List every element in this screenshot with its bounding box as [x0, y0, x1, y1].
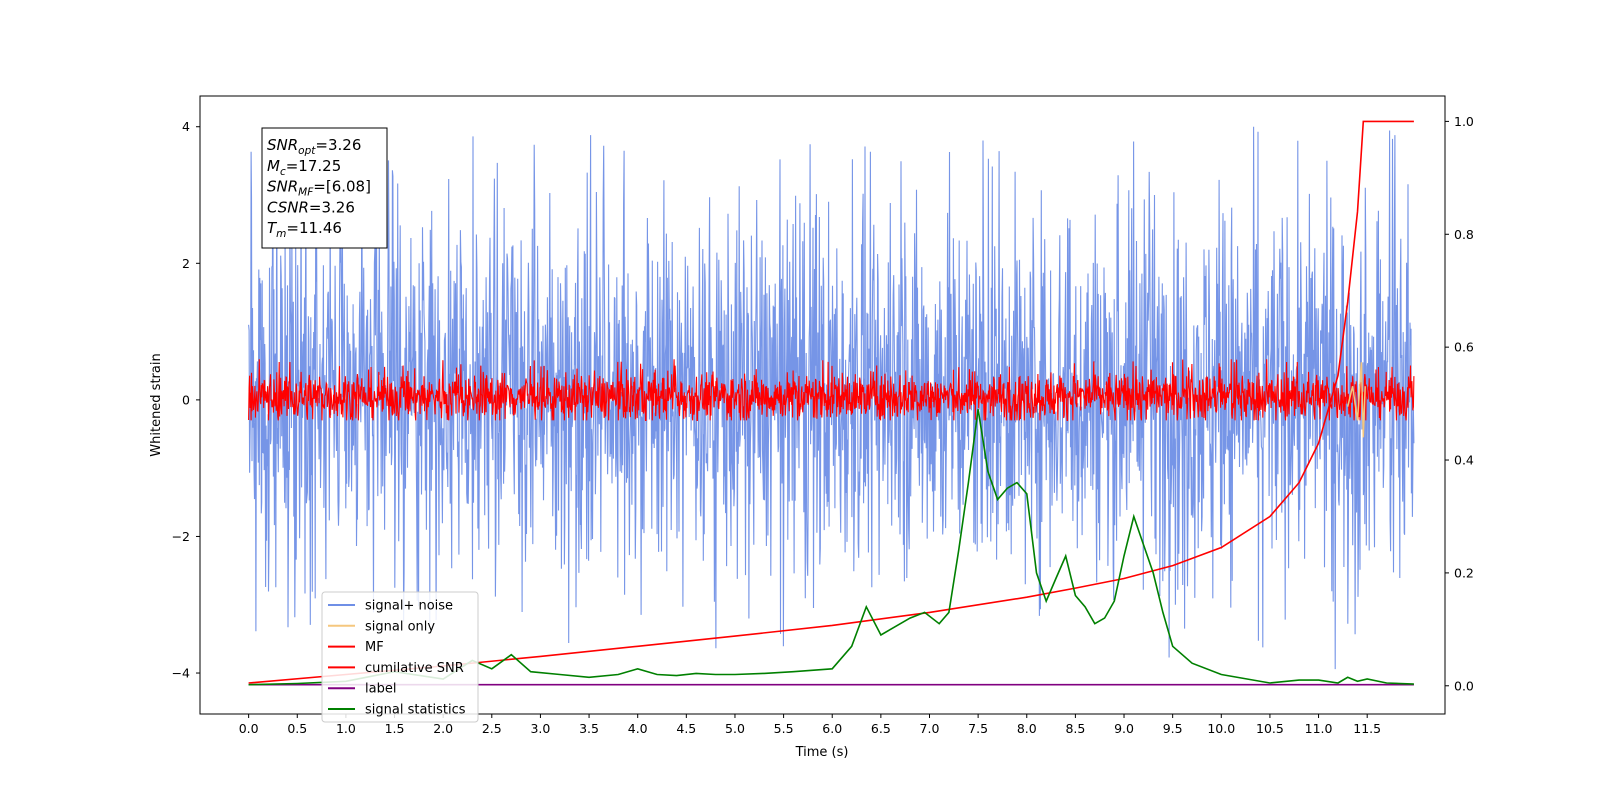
series-signal-statistics-line [248, 409, 1414, 686]
annotation-value: =3.26 [315, 136, 361, 154]
x-tick-label: 1.5 [385, 721, 405, 736]
y-right-tick-label: 0.2 [1454, 565, 1474, 580]
x-tick-label: 6.0 [822, 721, 842, 736]
annotation-line: Mc=17.25 [267, 157, 341, 178]
x-tick-label: 2.0 [433, 721, 453, 736]
annotation-value: =[6.08] [313, 178, 371, 196]
annotation-symbol: T [267, 219, 278, 237]
axes-frame [199, 95, 1446, 715]
y-right-tick-label: 1.0 [1454, 114, 1474, 129]
x-tick-label: 7.0 [920, 721, 940, 736]
legend-frame [321, 591, 479, 723]
annotation-line: Tm=11.46 [267, 219, 342, 240]
x-tick-label: 0.0 [239, 721, 259, 736]
y-axis-label: Whitened strain [149, 353, 164, 456]
y-left-tick-label: −4 [172, 666, 190, 681]
legend: signal+ noise signal only MF cumilative SNR… [321, 591, 479, 723]
legend-label: signal only [365, 619, 435, 634]
legend-label: signal+ noise [365, 599, 453, 614]
annotation-value: =3.26 [309, 198, 355, 216]
x-tick-label: 9.5 [1163, 721, 1183, 736]
x-tick-label: 8.5 [1065, 721, 1085, 736]
annotation-frame [261, 127, 388, 249]
series-mf-line [248, 359, 1415, 421]
series-cumulative-snr-line [248, 120, 1414, 684]
legend-label: label [365, 682, 396, 697]
x-tick-label: 5.0 [725, 721, 745, 736]
x-tick-label: 8.0 [1017, 721, 1037, 736]
plot-area [248, 120, 1415, 686]
y-left-tick-label: −2 [172, 529, 190, 544]
annotation-line: CSNR=3.26 [267, 198, 355, 216]
annotation-subscript: MF [298, 187, 314, 199]
annotation-box: SNRopt=3.26Mc=17.25SNRMF=[6.08]CSNR=3.26… [261, 127, 388, 249]
axes: 0.0 0.5 1.0 1.5 2.0 2.5 3.0 3.5 4.0 4.5 5.0 5.5 6.0 6… [172, 114, 1474, 736]
x-tick-label: 9.0 [1114, 721, 1134, 736]
y-right-tick-label: 0.0 [1454, 678, 1474, 693]
annotation-symbol: M [267, 157, 280, 175]
annotation-symbol: CSNR [267, 198, 309, 216]
x-tick-label: 5.5 [774, 721, 794, 736]
annotation-subscript: opt [298, 145, 316, 157]
y-left-tick-label: 4 [182, 119, 190, 134]
annotation-value: =11.46 [286, 219, 342, 237]
y-right-tick-label: 0.4 [1454, 453, 1474, 468]
annotation-value: =17.25 [286, 157, 342, 175]
y-left-tick-label: 2 [182, 256, 190, 271]
x-tick-label: 0.5 [287, 721, 307, 736]
annotation-symbol: SNR [267, 178, 298, 196]
x-tick-label: 11.0 [1305, 721, 1333, 736]
x-tick-label: 3.0 [530, 721, 550, 736]
x-tick-label: 2.5 [482, 721, 502, 736]
annotation-subscript: c [280, 166, 286, 178]
y-right-tick-label: 0.6 [1454, 340, 1474, 355]
series-signal-only-line [1346, 362, 1366, 438]
x-tick-label: 3.5 [579, 721, 599, 736]
x-tick-label: 1.0 [336, 721, 356, 736]
x-axis-label: Time (s) [795, 745, 849, 760]
annotation-symbol: SNR [267, 136, 298, 154]
y-right-tick-label: 0.8 [1454, 227, 1474, 242]
legend-label: cumilative SNR [365, 661, 464, 676]
x-tick-label: 7.5 [968, 721, 988, 736]
x-tick-label: 10.0 [1207, 721, 1235, 736]
legend-label: signal statistics [365, 703, 466, 718]
annotation-line: SNRMF=[6.08] [267, 178, 371, 199]
x-tick-label: 4.0 [628, 721, 648, 736]
y-left-tick-label: 0 [182, 392, 190, 407]
x-tick-label: 6.5 [871, 721, 891, 736]
x-tick-label: 4.5 [676, 721, 696, 736]
x-tick-label: 10.5 [1256, 721, 1284, 736]
annotation-line: SNRopt=3.26 [267, 136, 361, 157]
x-tick-label: 11.5 [1353, 721, 1381, 736]
annotation-subscript: m [276, 228, 286, 240]
legend-label: MF [365, 640, 384, 655]
